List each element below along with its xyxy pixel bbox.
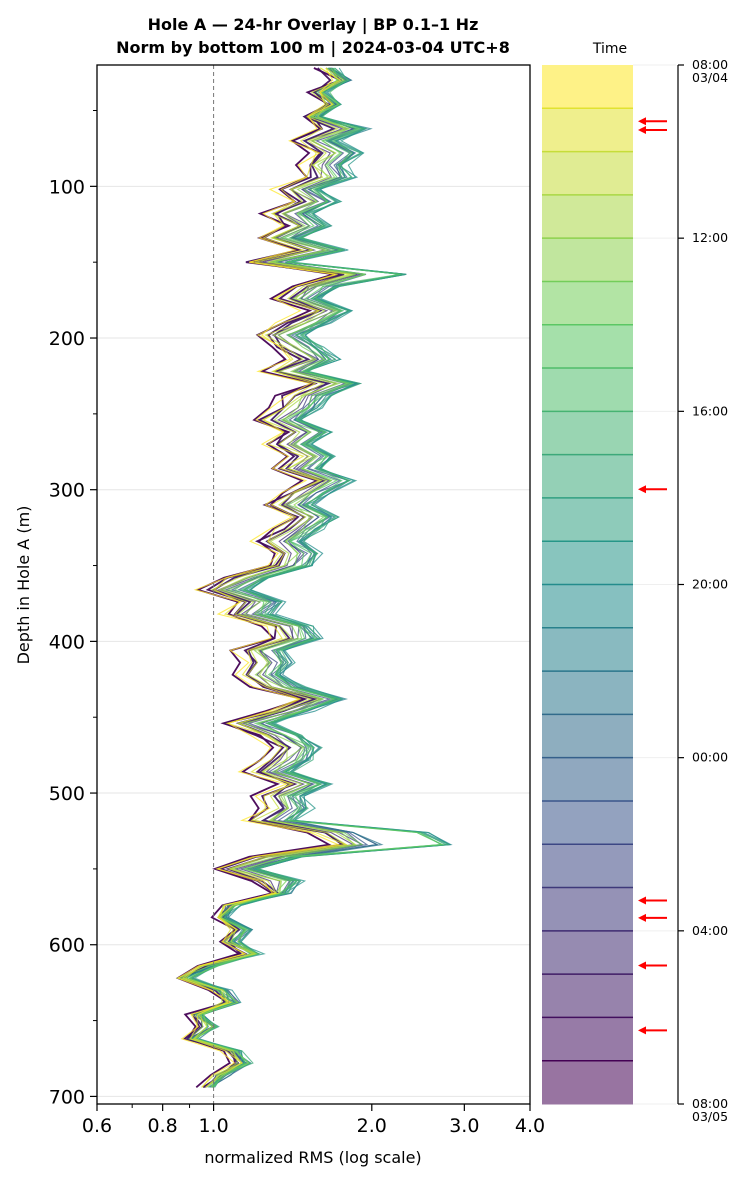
colorbar-segment [542,541,633,585]
red-arrow [638,125,667,134]
colorbar-tick-label: 08:00 [692,57,728,72]
x-axis: 0.6 0.8 1.0 2.0 3.0 4.0 [82,1104,545,1137]
y-tick-label: 500 [49,783,85,805]
colorbar-segment [542,368,633,412]
colorbar-segment [542,411,633,456]
y-tick-label: 200 [49,328,85,350]
colorbar-tick-label: 04:00 [692,923,728,938]
series-line [176,67,341,1088]
x-tick-label: 1.0 [198,1115,228,1137]
colorbar-segment [542,238,633,282]
colorbar-segment [542,627,633,672]
y-tick-label: 700 [49,1086,85,1108]
colorbar-tick-label: 20:00 [692,577,728,592]
colorbar-segment [542,497,633,542]
colorbar-segment [542,65,633,109]
colorbar-title: Time [592,41,627,57]
colorbar-segment [542,974,633,1018]
x-tick-label: 3.0 [449,1115,479,1137]
colorbar-tick-label: 03/04 [692,70,728,85]
colorbar-tick-label: 08:00 [692,1096,728,1111]
colorbar-segment [542,108,633,153]
colorbar-segment [542,714,633,759]
x-tick-label: 0.6 [82,1115,112,1137]
colorbar [542,65,633,1105]
colorbar-segment [542,584,633,629]
colorbar-segment [542,454,633,499]
colorbar-segment [542,930,633,975]
red-arrow [638,485,667,494]
chart-title-line1: Hole A — 24-hr Overlay | BP 0.1–1 Hz [148,15,479,35]
y-tick-label: 300 [49,480,85,502]
colorbar-arrows [638,117,667,1035]
colorbar-tick-label: 00:00 [692,750,728,765]
colorbar-segment [542,844,633,889]
colorbar-segment [542,800,633,845]
y-tick-label: 100 [49,176,85,198]
colorbar-segment [542,671,633,715]
colorbar-segment [542,151,633,196]
y-axis: 100 200 300 400 500 600 700 [49,110,97,1108]
plot-frame [96,64,531,1105]
red-arrow [638,896,667,905]
colorbar-segment [542,324,633,369]
x-tick-label: 0.8 [148,1115,178,1137]
colorbar-tick-label: 12:00 [692,230,728,245]
x-tick-label: 2.0 [357,1115,387,1137]
grid [97,64,676,1105]
red-arrow [638,961,667,970]
colorbar-segment [542,194,633,239]
colorbar-segment [542,757,633,802]
red-arrow [638,117,667,126]
series-line [175,67,366,1088]
y-axis-label: Depth in Hole A (m) [14,506,33,665]
colorbar-segment [542,1017,633,1062]
chart-title-line2: Norm by bottom 100 m | 2024-03-04 UTC+8 [116,38,510,58]
red-arrow [638,1026,667,1035]
x-axis-label: normalized RMS (log scale) [204,1148,421,1167]
series-line [183,67,365,1088]
colorbar-segment [542,887,633,932]
colorbar-segment [542,281,633,326]
x-tick-label: 4.0 [515,1115,545,1137]
red-arrow [638,913,667,922]
colorbar-tick-label: 03/05 [692,1109,728,1124]
y-tick-label: 600 [49,935,85,957]
y-tick-label: 400 [49,631,85,653]
series-group [175,67,453,1089]
colorbar-tick-label: 16:00 [692,403,728,418]
colorbar-segment [542,1060,633,1105]
colorbar-axis: 08:0003/0412:0016:0020:0000:0004:0008:00… [677,57,728,1124]
